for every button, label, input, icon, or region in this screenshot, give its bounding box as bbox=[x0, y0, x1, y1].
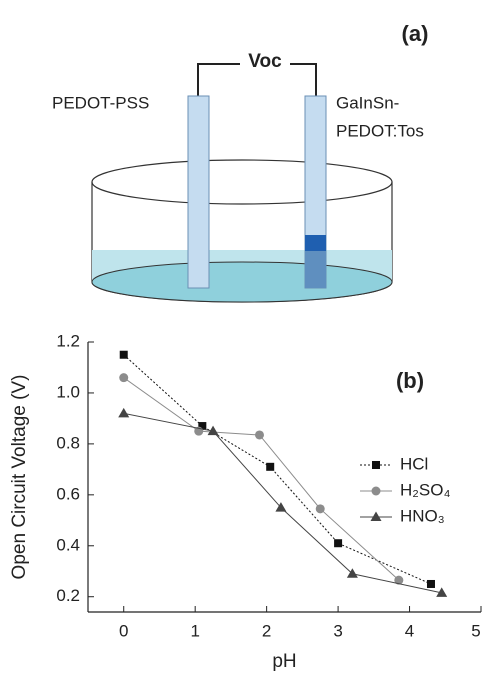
point bbox=[118, 407, 130, 418]
chart: 0 1 2 3 4 5 0.2 0.4 0.6 0.8 1.0 1.2 pH Open Circuit V… bbox=[9, 331, 482, 672]
point bbox=[119, 373, 129, 383]
point bbox=[119, 350, 128, 359]
y-axis-label: Open Circuit Voltage (V) bbox=[9, 375, 30, 580]
point bbox=[346, 568, 358, 578]
point bbox=[198, 422, 207, 431]
point bbox=[275, 502, 287, 512]
point bbox=[207, 425, 219, 436]
point bbox=[266, 462, 275, 471]
beaker-rim bbox=[91, 159, 393, 205]
y-tick-label: 0.6 bbox=[56, 484, 80, 503]
legend-label: H₂SO₄ bbox=[400, 480, 450, 499]
point bbox=[334, 539, 343, 548]
y-tick-label: 0.4 bbox=[56, 535, 80, 554]
electrode bbox=[187, 95, 210, 289]
point bbox=[254, 430, 264, 440]
y-tick-label: 1.2 bbox=[56, 331, 80, 350]
wire bbox=[197, 63, 317, 96]
panel-label: (a) bbox=[402, 21, 429, 46]
y-tick-label: 1.0 bbox=[56, 382, 80, 401]
point bbox=[370, 511, 382, 521]
y-tick-label: 0.2 bbox=[56, 586, 80, 605]
point bbox=[394, 575, 404, 585]
point bbox=[436, 587, 448, 597]
electrode-coating bbox=[305, 251, 326, 288]
x-tick-label: 0 bbox=[119, 621, 128, 640]
x-tick-label: 4 bbox=[405, 621, 414, 640]
point bbox=[371, 486, 381, 496]
point bbox=[372, 461, 380, 469]
electrode-label: PEDOT:Tos bbox=[336, 121, 424, 140]
x-tick-label: 2 bbox=[262, 621, 271, 640]
panel-label: (b) bbox=[396, 368, 424, 393]
diagram: (a) Voc PEDOT-PSS GaInSn- PEDOT:Tos bbox=[52, 21, 429, 303]
voc-label: Voc bbox=[248, 51, 282, 72]
point bbox=[315, 504, 325, 514]
x-axis-label: pH bbox=[272, 651, 296, 672]
solution-surface bbox=[91, 261, 393, 303]
x-tick-label: 1 bbox=[190, 621, 199, 640]
point bbox=[426, 579, 435, 588]
series-line bbox=[123, 354, 432, 585]
electrode-label: PEDOT-PSS bbox=[52, 93, 149, 112]
y-tick-label: 0.8 bbox=[56, 433, 80, 452]
electrode-coating bbox=[305, 235, 326, 251]
x-tick-label: 3 bbox=[333, 621, 342, 640]
legend-label: HNO₃ bbox=[400, 506, 445, 525]
series-line bbox=[123, 377, 400, 581]
legend-label: HCl bbox=[400, 454, 428, 473]
x-tick-label: 5 bbox=[471, 621, 480, 640]
series-line bbox=[123, 412, 442, 594]
electrode-label: GaInSn- bbox=[336, 93, 399, 112]
